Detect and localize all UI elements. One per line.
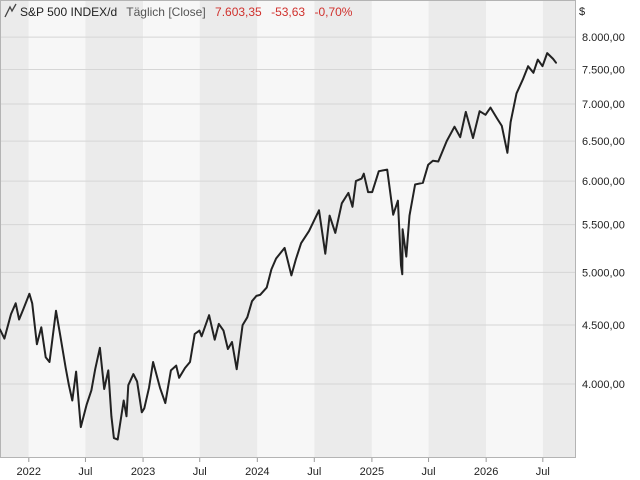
svg-text:S&P 500 INDEX/d Täglich: S&P 500 INDEX/d Täglich [Close] 7.603,35… xyxy=(20,5,353,19)
y-tick-label: 6.000,00 xyxy=(582,176,625,188)
background-band xyxy=(0,1,29,458)
background-band xyxy=(314,1,372,458)
change-percent: -0,70% xyxy=(314,5,352,19)
y-tick-label: 6.500,00 xyxy=(582,136,625,148)
x-tick-label: 2023 xyxy=(131,466,155,478)
x-tick-label: Jul xyxy=(422,466,436,478)
legend-header: S&P 500 INDEX/d Täglich [Close] 7.603,35… xyxy=(4,3,353,19)
y-tick-label: 7.000,00 xyxy=(582,99,625,111)
year-bands xyxy=(0,1,576,458)
background-band xyxy=(199,1,258,458)
y-tick-label: 7.500,00 xyxy=(582,64,625,76)
y-tick-label: 5.000,00 xyxy=(582,267,625,279)
last-value: 7.603,35 xyxy=(215,5,262,19)
background-band xyxy=(428,1,487,458)
x-tick-label: Jul xyxy=(193,466,207,478)
x-tick-label: 2026 xyxy=(474,466,498,478)
x-tick-label: 2022 xyxy=(17,466,41,478)
x-tick-label: Jul xyxy=(536,466,550,478)
y-tick-label: 8.000,00 xyxy=(582,32,625,44)
x-tick-label: 2024 xyxy=(245,466,269,478)
x-tick-label: Jul xyxy=(307,466,321,478)
x-tick-label: Jul xyxy=(78,466,92,478)
y-tick-label: 4.500,00 xyxy=(582,320,625,332)
currency-label: $ xyxy=(579,6,585,18)
background-band xyxy=(143,1,200,458)
y-tick-label: 5.500,00 xyxy=(582,220,625,232)
x-axis-labels: 2022 Jul 2023 Jul 2024 Jul 2025 Jul 2026 Jul xyxy=(17,458,550,478)
grid-lines xyxy=(0,36,576,385)
plot-frame xyxy=(0,0,576,458)
price-series-line xyxy=(0,52,557,441)
background-band xyxy=(257,1,315,458)
symbol-title: S&P 500 INDEX/d xyxy=(20,5,117,19)
y-axis-labels: 4.000,00 4.500,00 5.000,00 5.500,00 6.000,00… xyxy=(582,32,625,391)
interval-label: Täglich [Close] xyxy=(126,5,205,19)
background-band xyxy=(486,1,543,458)
y-tick-label: 4.000,00 xyxy=(582,379,625,391)
background-band xyxy=(542,1,576,458)
background-band xyxy=(85,1,144,458)
change-absolute: -53,63 xyxy=(271,5,305,19)
line-chart-icon xyxy=(4,3,17,18)
x-tick-label: 2025 xyxy=(360,466,384,478)
